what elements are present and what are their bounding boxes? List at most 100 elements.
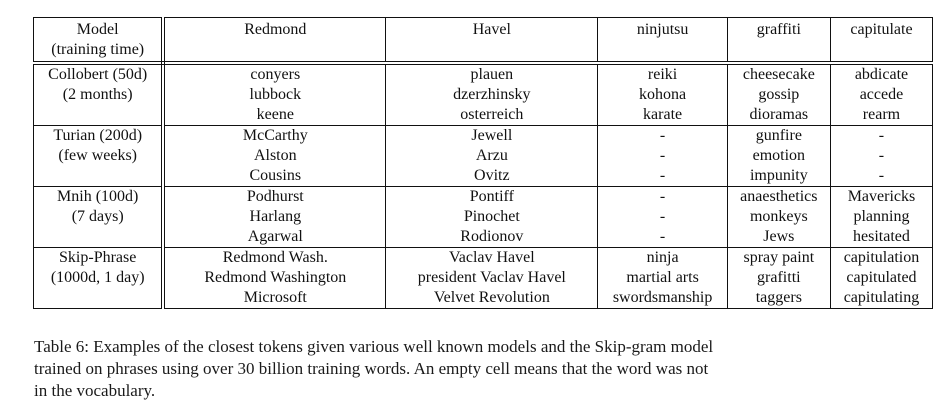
token: monkeys xyxy=(749,208,808,225)
model-cell: Collobert (50d) (2 months) xyxy=(33,62,166,126)
token-cell: anaesthetics monkeys Jews xyxy=(726,186,831,248)
token: emotion xyxy=(752,147,806,164)
token: dzerzhinsky xyxy=(453,86,531,103)
header-training-time-label: (training time) xyxy=(51,41,145,58)
model-cell: Turian (200d) (few weeks) xyxy=(33,125,166,187)
token-cell: - - - xyxy=(597,125,728,187)
token: Ovitz xyxy=(474,167,510,184)
token-cell: Podhurst Harlang Agarwal xyxy=(162,186,387,248)
token: capitulating xyxy=(843,289,920,306)
token: capitulated xyxy=(846,269,917,286)
token: Pinochet xyxy=(463,208,520,225)
token: Arzu xyxy=(475,147,508,164)
token: Podhurst xyxy=(246,188,304,205)
model-training-time: (1000d, 1 day) xyxy=(50,269,145,286)
token: martial arts xyxy=(626,269,699,286)
token: osterreich xyxy=(460,106,524,123)
closest-tokens-table: Model (training time) Redmond Havel ninj… xyxy=(33,17,933,309)
token-cell: Pontiff Pinochet Rodionov xyxy=(385,186,599,248)
token: accede xyxy=(859,86,904,103)
token: Cousins xyxy=(249,167,302,184)
caption-line: in the vocabulary. xyxy=(34,381,156,400)
token: plauen xyxy=(470,66,514,83)
token: planning xyxy=(853,208,910,225)
token: - xyxy=(878,167,885,184)
token: dioramas xyxy=(749,106,809,123)
token-cell: McCarthy Alston Cousins xyxy=(162,125,387,187)
token: Jewell xyxy=(471,127,513,144)
token: - xyxy=(878,127,885,144)
header-model-label: Model xyxy=(76,21,119,38)
token: conyers xyxy=(250,66,301,83)
model-name: Mnih (100d) xyxy=(57,188,139,205)
token: - xyxy=(659,167,666,184)
table-row: Skip-Phrase (1000d, 1 day) Redmond Wash.… xyxy=(33,247,933,309)
token: gossip xyxy=(758,86,800,103)
token: hesitated xyxy=(853,228,910,245)
caption-line: Table 6: Examples of the closest tokens … xyxy=(34,337,714,356)
table-row: Mnih (100d) (7 days) Podhurst Harlang Ag… xyxy=(33,186,933,248)
token: swordsmanship xyxy=(612,289,713,306)
token: ninja xyxy=(646,249,679,266)
token: grafitti xyxy=(757,269,801,286)
token-cell: cheesecake gossip dioramas xyxy=(726,62,831,126)
token: cheesecake xyxy=(742,66,815,83)
table-row: Collobert (50d) (2 months) conyers lubbo… xyxy=(33,62,933,126)
token: - xyxy=(659,208,666,225)
token-cell: Vaclav Havel president Vaclav Havel Velv… xyxy=(385,247,599,309)
token-cell: conyers lubbock keene xyxy=(162,62,387,126)
token: impunity xyxy=(749,167,808,184)
token: capitulation xyxy=(843,249,920,266)
token: Redmond Washington xyxy=(204,269,347,286)
token-cell: plauen dzerzhinsky osterreich xyxy=(385,62,599,126)
token: Redmond Wash. xyxy=(222,249,328,266)
token: - xyxy=(878,147,885,164)
token: - xyxy=(659,228,666,245)
model-name: Collobert (50d) xyxy=(48,66,148,83)
token: taggers xyxy=(755,289,802,306)
header-column-graffiti: graffiti xyxy=(726,17,831,65)
token: spray paint xyxy=(743,249,815,266)
token: gunfire xyxy=(755,127,802,144)
header-model-cell: Model (training time) xyxy=(33,17,166,65)
token: kohona xyxy=(639,86,687,103)
token-cell: - - - xyxy=(829,125,933,187)
token-cell: Jewell Arzu Ovitz xyxy=(385,125,599,187)
token: anaesthetics xyxy=(740,188,818,205)
header-column-capitulate: capitulate xyxy=(829,17,933,65)
token-cell: gunfire emotion impunity xyxy=(726,125,831,187)
token-cell: capitulation capitulated capitulating xyxy=(829,247,933,309)
token: reiki xyxy=(647,66,678,83)
token: Harlang xyxy=(249,208,302,225)
token: - xyxy=(659,188,666,205)
token-cell: Redmond Wash. Redmond Washington Microso… xyxy=(162,247,387,309)
token: lubbock xyxy=(249,86,302,103)
token: rearm xyxy=(862,106,901,123)
token: - xyxy=(659,127,666,144)
token: Alston xyxy=(253,147,297,164)
token-cell: abdicate accede rearm xyxy=(829,62,933,126)
token: abdicate xyxy=(854,66,909,83)
token: Pontiff xyxy=(469,188,514,205)
table-caption: Table 6: Examples of the closest tokens … xyxy=(34,336,854,402)
token: karate xyxy=(643,106,683,123)
model-cell: Skip-Phrase (1000d, 1 day) xyxy=(33,247,166,309)
model-training-time: (7 days) xyxy=(71,208,124,225)
token: keene xyxy=(256,106,294,123)
token-cell: reiki kohona karate xyxy=(597,62,728,126)
token: - xyxy=(659,147,666,164)
token: Velvet Revolution xyxy=(433,289,550,306)
model-training-time: (2 months) xyxy=(62,86,133,103)
caption-line: trained on phrases using over 30 billion… xyxy=(34,359,709,378)
table-row: Turian (200d) (few weeks) McCarthy Alsto… xyxy=(33,125,933,187)
model-training-time: (few weeks) xyxy=(58,147,137,164)
model-name: Turian (200d) xyxy=(53,127,143,144)
token: president Vaclav Havel xyxy=(417,269,566,286)
header-column-havel: Havel xyxy=(385,17,599,65)
token: McCarthy xyxy=(242,127,308,144)
token: Jews xyxy=(763,228,795,245)
table-header-row: Model (training time) Redmond Havel ninj… xyxy=(33,17,933,65)
token-cell: Mavericks planning hesitated xyxy=(829,186,933,248)
token: Rodionov xyxy=(460,228,524,245)
token-cell: spray paint grafitti taggers xyxy=(726,247,831,309)
